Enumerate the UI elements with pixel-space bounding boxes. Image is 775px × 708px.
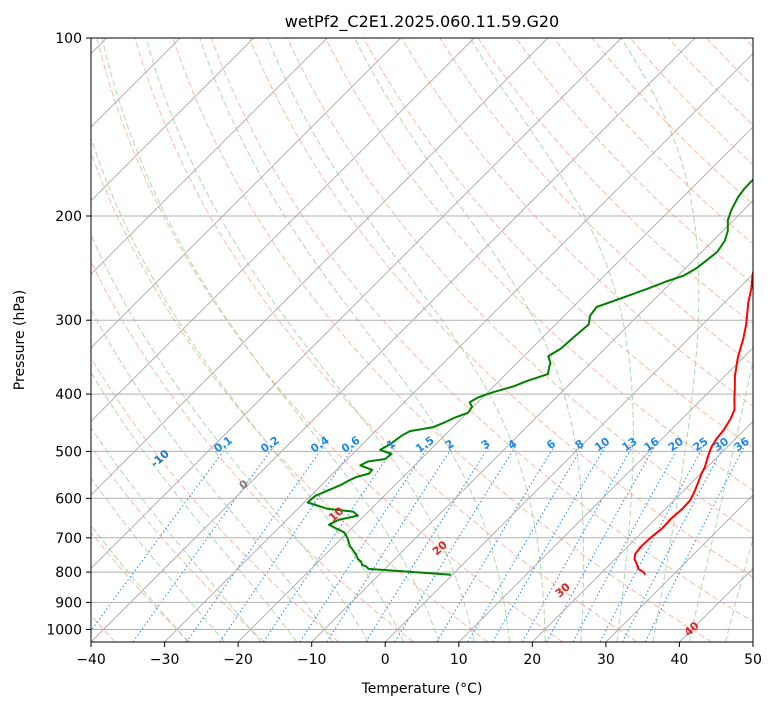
isotherm-line: [531, 420, 753, 642]
isotherm-line: [91, 38, 622, 570]
x-tick-label: −40: [76, 652, 106, 668]
dry-adiabat-line: [91, 445, 265, 642]
x-tick-label: 10: [450, 652, 468, 668]
dry-adiabat-line: [91, 151, 489, 642]
moist-adiabat-line: [91, 524, 189, 642]
y-axis-ticks: 100 200 300 400 500 600 700 800 900 1000: [46, 31, 91, 639]
x-tick-label: −20: [223, 652, 253, 668]
isotherm-line: [91, 38, 328, 275]
dry-adiabat-line: [96, 38, 563, 642]
mixing-ratio-line: [263, 445, 396, 642]
y-tick-label: 900: [55, 595, 82, 611]
moist-adiabat-line: [266, 38, 546, 642]
y-tick-label: 300: [55, 313, 82, 329]
dry-adiabat-line: [91, 356, 340, 642]
isotherm-line: [458, 347, 753, 642]
y-tick-label: 400: [55, 387, 82, 403]
isotherm-line: [311, 199, 753, 642]
isotherm-line: [605, 494, 753, 642]
moist-adiabat-line: [620, 38, 700, 642]
isotherm-line: [91, 38, 475, 423]
dry-adiabat-line: [248, 38, 753, 578]
mixing-ratio-line: [522, 445, 634, 642]
x-tick-label: 40: [670, 652, 688, 668]
moist-adiabat-line: [91, 371, 298, 642]
isotherm-line: [91, 38, 549, 496]
moist-adiabat-line: [91, 136, 405, 642]
y-tick-label: 100: [55, 31, 82, 47]
isotherm-line: [237, 126, 753, 642]
x-tick-label: 0: [381, 652, 390, 668]
x-tick-label: −10: [297, 652, 327, 668]
mixing-ratio-line: [546, 445, 656, 642]
dry-adiabat-line: [91, 531, 191, 642]
dry-adiabat-line: [439, 38, 753, 366]
dry-adiabat-line: [515, 38, 753, 285]
profile-line-1: [633, 269, 753, 576]
x-axis-ticks: −40 −30 −20 −10 0 10 20 30 40 50: [76, 642, 762, 668]
profile-series: [306, 178, 753, 576]
moist-adiabat-line: [688, 359, 753, 642]
profile-line-2: [306, 178, 753, 576]
isotherm-line: [91, 38, 696, 642]
dry-adiabat-line: [134, 38, 638, 642]
dry-adiabat-line: [325, 38, 753, 491]
x-tick-label: 30: [597, 652, 615, 668]
mixing-ratio-lines: [91, 445, 745, 642]
x-tick-label: −30: [150, 652, 180, 668]
moist-adiabat-line: [91, 233, 369, 642]
mixing-ratio-line: [186, 445, 325, 642]
mixing-ratio-line: [436, 445, 555, 642]
isotherm-line: [91, 38, 255, 202]
y-tick-label: 1000: [46, 623, 82, 639]
moist-adiabat-line: [101, 38, 440, 642]
dry-adiabat-line: [210, 38, 753, 623]
isotherm-line: [384, 273, 753, 642]
mixing-ratio-line: [365, 445, 490, 642]
moist-adiabat-line: [354, 38, 585, 642]
y-axis-title: Pressure (hPa): [12, 290, 28, 390]
moist-adiabat-line: [199, 38, 511, 642]
y-tick-label: 200: [55, 209, 82, 225]
y-tick-label: 500: [55, 444, 82, 460]
mixing-ratio-line: [219, 445, 355, 642]
chart-title: wetPf2_C2E1.2025.060.11.59.G20: [285, 12, 559, 32]
mixing-ratio-line: [299, 445, 429, 642]
mixing-ratio-line: [132, 445, 275, 642]
isotherms: [91, 38, 753, 642]
mixing-ratio-line: [622, 445, 725, 642]
x-tick-label: 20: [523, 652, 541, 668]
dry-adiabat-line: [401, 38, 753, 407]
isotherm-line: [164, 52, 753, 642]
isotherm-line: [91, 38, 402, 349]
x-axis-title: Temperature (°C): [361, 681, 483, 697]
x-tick-label: 50: [744, 652, 762, 668]
mixing-ratio-line: [326, 445, 454, 642]
mixing-ratio-line: [394, 445, 517, 642]
moist-adiabat-line: [91, 426, 262, 642]
moist-adiabat-line: [91, 477, 225, 642]
mixing-ratio-line: [644, 445, 745, 642]
plot-area: -100-90-80-70-60-50-40-30-20-10010203040…: [91, 38, 753, 642]
moist-adiabat-line: [145, 38, 475, 642]
plot-frame: [90, 37, 754, 643]
y-tick-label: 600: [55, 491, 82, 507]
isobars: [91, 38, 753, 630]
y-tick-label: 800: [55, 565, 82, 581]
y-tick-label: 700: [55, 531, 82, 547]
